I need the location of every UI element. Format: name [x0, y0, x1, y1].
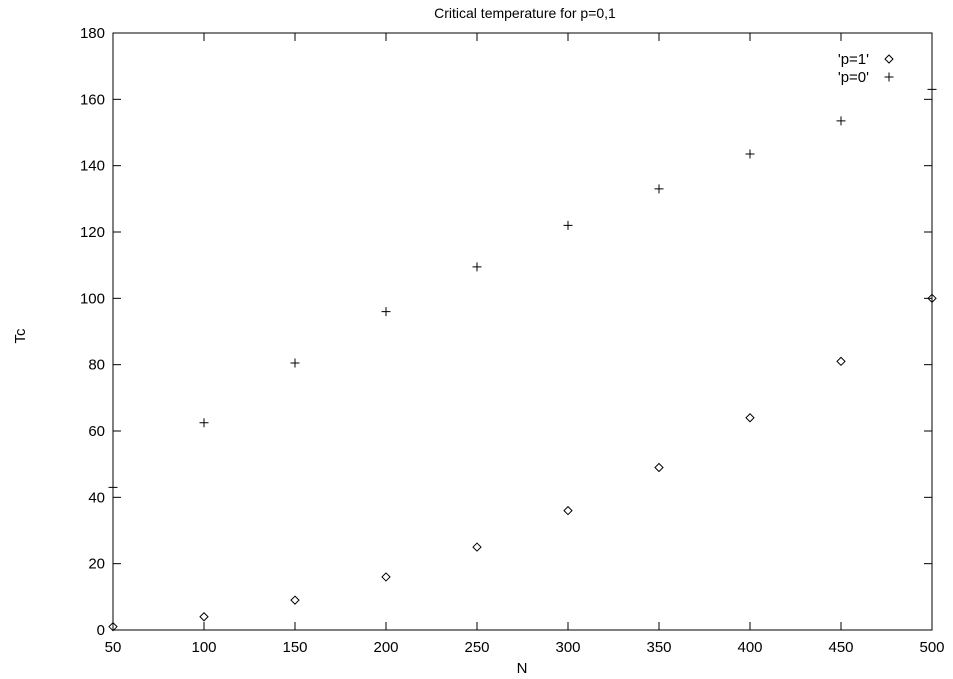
data-point [654, 462, 664, 473]
x-tick-label: 300 [555, 639, 580, 656]
chart-title: Critical temperature for p=0,1 [434, 5, 616, 21]
y-tick-label: 20 [88, 556, 105, 573]
series-p1 [108, 293, 937, 632]
data-point [654, 184, 664, 194]
legend-label-p1: 'p=1' [838, 51, 869, 68]
legend-marker-diamond [884, 54, 894, 64]
series-layer [108, 84, 937, 632]
y-tick-label: 40 [88, 489, 105, 506]
x-tick-label: 450 [828, 639, 853, 656]
y-tick-label: 160 [80, 91, 105, 108]
x-tick-label: 50 [105, 639, 122, 656]
data-point [381, 572, 391, 582]
data-point [199, 612, 209, 622]
data-point [290, 595, 300, 605]
x-axis: 50 100 150 200 250 300 350 400 450 500 [105, 33, 945, 656]
y-tick-label: 140 [80, 158, 105, 175]
data-point [927, 84, 937, 94]
y-tick-label: 100 [80, 290, 105, 307]
legend-entry-p0: 'p=0' [838, 69, 894, 86]
data-point [745, 413, 755, 423]
y-axis: 0 20 40 60 80 100 120 140 160 180 [80, 25, 932, 639]
data-point [563, 505, 573, 516]
y-tick-label: 60 [88, 423, 105, 440]
x-tick-label: 150 [282, 639, 307, 656]
data-point [472, 542, 482, 552]
data-point [472, 262, 482, 272]
data-point [836, 356, 846, 367]
x-axis-label: N [517, 660, 528, 677]
y-axis-label: Tc [12, 328, 29, 344]
data-point [836, 116, 846, 126]
data-point [108, 621, 118, 632]
x-tick-label: 250 [464, 639, 489, 656]
data-point [381, 307, 391, 317]
legend-label-p0: 'p=0' [838, 69, 869, 86]
legend-marker-plus [884, 72, 894, 82]
legend: 'p=1' 'p=0' [838, 51, 894, 86]
data-point [927, 293, 937, 304]
data-point [745, 149, 755, 159]
x-tick-label: 350 [646, 639, 671, 656]
data-point [108, 482, 118, 492]
data-point [290, 358, 300, 368]
x-tick-label: 400 [737, 639, 762, 656]
series-p0 [108, 84, 937, 492]
data-point [199, 418, 209, 428]
y-tick-label: 120 [80, 224, 105, 241]
data-point [563, 220, 573, 230]
legend-entry-p1: 'p=1' [838, 51, 894, 68]
y-tick-label: 180 [80, 25, 105, 42]
y-tick-label: 80 [88, 357, 105, 374]
x-tick-label: 100 [191, 639, 216, 656]
x-tick-label: 500 [919, 639, 944, 656]
x-tick-label: 200 [373, 639, 398, 656]
y-tick-label: 0 [97, 622, 105, 639]
plot-frame [112, 32, 933, 631]
